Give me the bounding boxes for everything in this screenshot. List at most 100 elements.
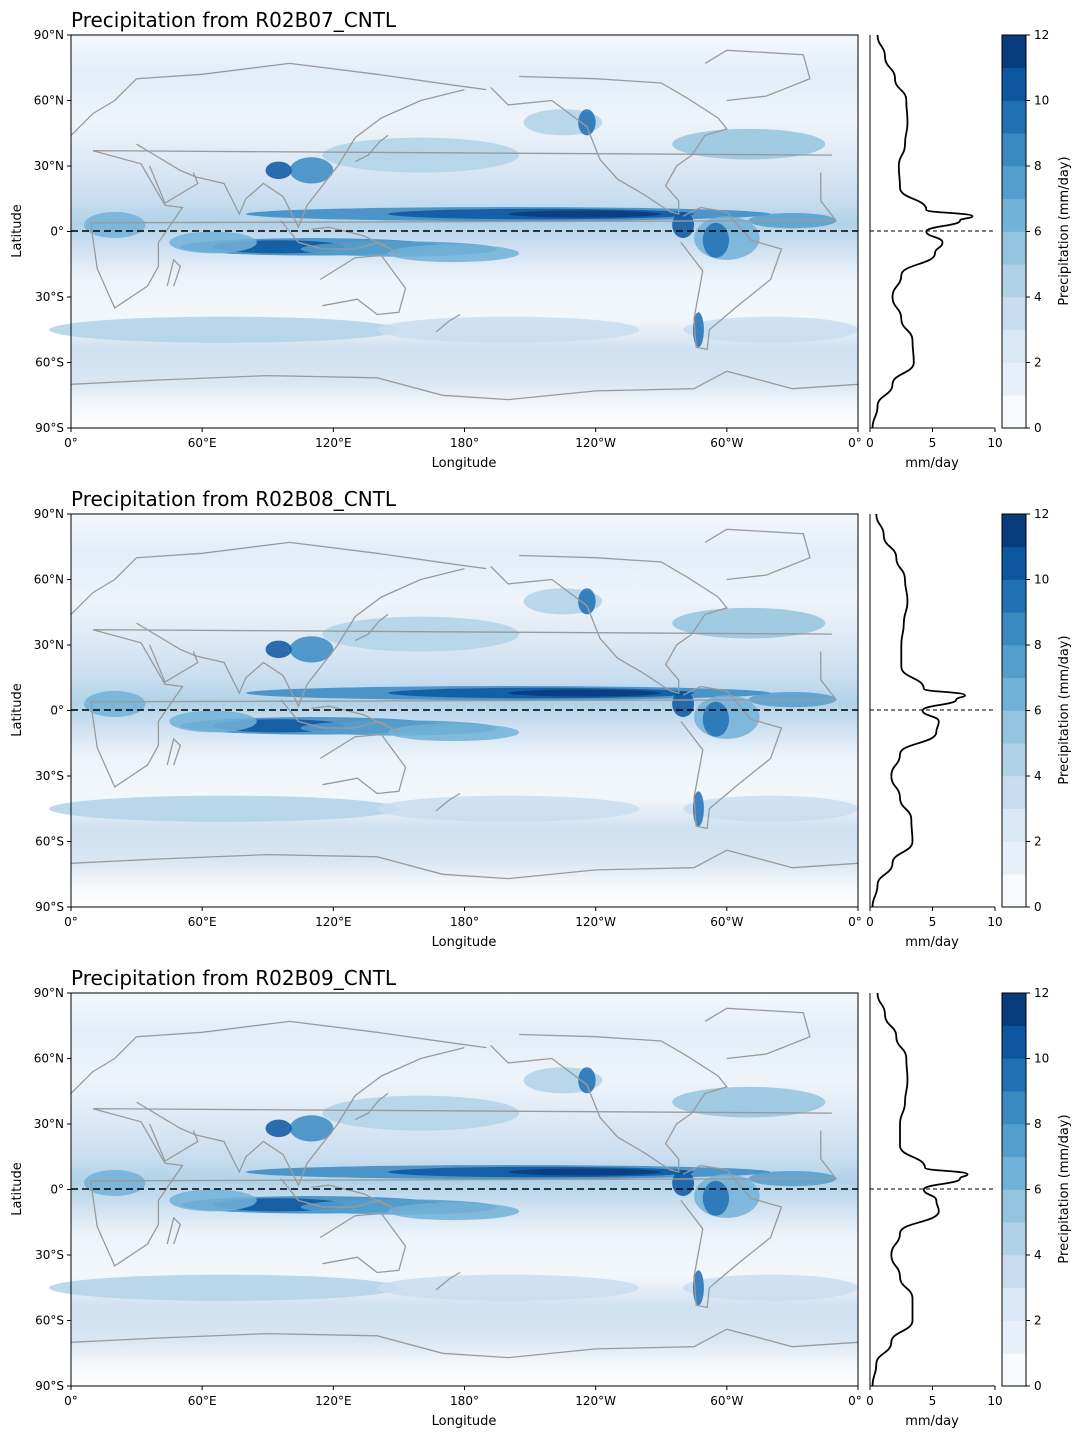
lat-tick-label: 60°N xyxy=(34,573,64,587)
coastline-8 xyxy=(70,370,859,401)
lon-tick-label: 60°E xyxy=(188,436,217,450)
lat-tick-label: 90°S xyxy=(35,900,64,914)
colorbar-ticks: 0 2 4 6 8 10 12 xyxy=(1026,507,1049,914)
rain-band-18 xyxy=(49,1274,399,1301)
coastline-5 xyxy=(490,1033,728,1173)
zonal-mean-profile: 0 5 10 mm/day xyxy=(866,34,1003,471)
colorbar-level xyxy=(1002,546,1026,580)
lon-tick-label: 60°E xyxy=(188,1394,217,1408)
colorbar-level xyxy=(1002,841,1026,875)
rain-band-14 xyxy=(672,1086,826,1118)
coastline-7 xyxy=(680,1164,783,1309)
lon-tick-label: 180° xyxy=(450,915,479,929)
lon-tick-label: 120°W xyxy=(575,1394,616,1408)
panel-title: Precipitation from R02B09_CNTL xyxy=(71,966,397,990)
lat-tick-label: 90°S xyxy=(35,1379,64,1393)
colorbar-level xyxy=(1002,329,1026,363)
colorbar-level xyxy=(1002,1189,1026,1223)
lat-tick-label: 90°N xyxy=(34,507,64,521)
coastline-2 xyxy=(136,88,465,229)
rain-features xyxy=(49,588,858,827)
lat-tick-label: 30°N xyxy=(34,1117,64,1131)
lat-tick-label: 0° xyxy=(50,225,64,239)
coastline-11 xyxy=(435,313,461,333)
rain-band-16 xyxy=(578,1067,596,1094)
profile-tick-label: 0 xyxy=(866,915,874,929)
colorbar-level xyxy=(1002,1058,1026,1092)
lon-tick-label: 60°W xyxy=(710,915,743,929)
x-axis-label: Longitude xyxy=(432,1414,497,1429)
colorbar-tick-label: 8 xyxy=(1034,159,1042,173)
rain-band-8 xyxy=(84,211,146,239)
lon-tick-label: 120°E xyxy=(315,1394,352,1408)
coastlines xyxy=(70,49,859,401)
rain-band-2 xyxy=(508,210,662,218)
rain-band-20 xyxy=(683,1274,858,1301)
lon-tick-label: 120°W xyxy=(575,915,616,929)
colorbar-tick-label: 12 xyxy=(1034,507,1049,521)
colorbar: 0 2 4 6 8 10 12 Precipitation (mm/day) xyxy=(1001,28,1072,435)
colorbar-tick-label: 4 xyxy=(1034,290,1042,304)
profile-tick-label: 10 xyxy=(987,915,1002,929)
coastline-0 xyxy=(89,629,838,788)
colorbar-levels xyxy=(1002,993,1026,1387)
rain-band-7 xyxy=(169,1189,257,1212)
lat-tick-label: 90°N xyxy=(34,28,64,42)
rain-band-17 xyxy=(289,1115,334,1142)
rain-band-21 xyxy=(265,161,292,180)
coastline-1 xyxy=(70,62,487,136)
y-axis-label: Latitude xyxy=(10,683,25,737)
profile-ticks: 0 5 10 xyxy=(866,1386,1003,1408)
colorbar-tick-label: 4 xyxy=(1034,769,1042,783)
coastline-2 xyxy=(136,1046,465,1187)
panel-r02b07: Precipitation from R02B07_CNTL 90°N 60°N 3… xyxy=(10,8,1072,471)
coastline-10 xyxy=(354,613,389,642)
rain-band-20 xyxy=(683,795,858,822)
colorbar-level xyxy=(1002,993,1026,1027)
colorbar-tick-label: 12 xyxy=(1034,28,1049,42)
profile-ticks: 0 5 10 xyxy=(866,907,1003,929)
profile-tick-label: 0 xyxy=(866,1394,874,1408)
rain-band-19 xyxy=(377,1274,640,1301)
colorbar-level xyxy=(1002,1124,1026,1158)
colorbar-tick-label: 2 xyxy=(1034,356,1042,370)
coastline-4 xyxy=(319,254,407,316)
coastline-9 xyxy=(280,1178,400,1212)
lat-tick-label: 30°S xyxy=(35,290,64,304)
colorbar-level xyxy=(1002,100,1026,134)
rain-band-17 xyxy=(289,636,334,663)
rain-band-10 xyxy=(702,222,730,258)
colorbar-level xyxy=(1002,264,1026,298)
profile-tick-label: 5 xyxy=(929,436,937,450)
colorbar-levels xyxy=(1002,35,1026,429)
colorbar-level xyxy=(1002,1222,1026,1256)
lon-tick-label: 0° xyxy=(64,1394,78,1408)
colorbar-level xyxy=(1002,297,1026,331)
colorbar-tick-label: 0 xyxy=(1034,421,1042,435)
colorbar-level xyxy=(1002,514,1026,548)
rain-band-21 xyxy=(265,1119,292,1138)
colorbar-level xyxy=(1002,677,1026,711)
lon-tick-label: 0° xyxy=(848,1394,862,1408)
map-field xyxy=(49,992,859,1387)
lat-tick-label: 0° xyxy=(50,704,64,718)
coastline-1 xyxy=(70,541,487,615)
coastline-0 xyxy=(89,150,838,309)
coastline-12 xyxy=(166,737,182,766)
lat-tick-label: 30°N xyxy=(34,638,64,652)
coastline-2 xyxy=(136,567,465,708)
coastline-6 xyxy=(704,528,811,581)
colorbar-level xyxy=(1002,231,1026,265)
rain-band-13 xyxy=(322,137,520,173)
lon-tick-label: 0° xyxy=(848,915,862,929)
lat-tick-label: 30°N xyxy=(34,159,64,173)
lat-tick-label: 0° xyxy=(50,1183,64,1197)
colorbar-level xyxy=(1002,1255,1026,1289)
colorbar-tick-label: 10 xyxy=(1034,1052,1049,1066)
coastlines xyxy=(70,1007,859,1359)
lon-tick-label: 120°E xyxy=(315,436,352,450)
colorbar-level xyxy=(1002,133,1026,167)
colorbar-level xyxy=(1002,1025,1026,1059)
colorbar-level xyxy=(1002,808,1026,842)
